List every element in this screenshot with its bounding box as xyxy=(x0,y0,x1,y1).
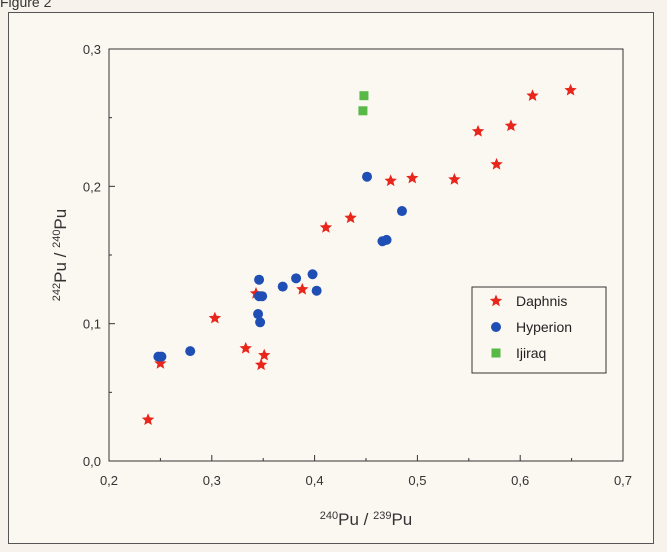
x-title-base1: Pu xyxy=(338,510,359,529)
star-point xyxy=(448,172,461,185)
circle-point xyxy=(254,274,265,285)
star-point xyxy=(526,89,539,101)
x-title-sup1: 240 xyxy=(320,510,338,522)
x-tick-labels: 0,2 0,3 0,4 0,5 0,6 0,7 xyxy=(100,473,632,488)
legend-entry-daphnis: Daphnis xyxy=(489,293,567,309)
circle-point xyxy=(311,285,322,296)
y-title-base1: Pu xyxy=(51,262,70,283)
y-axis-title: 242Pu / 240Pu xyxy=(51,209,70,301)
star-point xyxy=(471,124,485,137)
star-point xyxy=(504,119,518,132)
star-point xyxy=(406,171,419,184)
star-point xyxy=(141,413,155,426)
star-point xyxy=(319,221,333,233)
star-point xyxy=(239,341,252,354)
circle-point xyxy=(255,317,266,328)
y-tick-label: 0,1 xyxy=(83,317,101,332)
circle-point xyxy=(291,273,302,284)
star-point xyxy=(258,348,271,361)
square-point xyxy=(359,91,369,101)
star-point xyxy=(208,311,222,324)
y-tick-label: 0,2 xyxy=(83,179,101,194)
x-title-sup2: 239 xyxy=(373,510,391,522)
star-point xyxy=(490,157,503,170)
plot-area xyxy=(108,48,624,462)
x-tick-label: 0,3 xyxy=(203,473,221,488)
x-tick-label: 0,4 xyxy=(306,473,324,488)
star-point xyxy=(344,211,357,224)
legend-label: Daphnis xyxy=(516,293,567,309)
x-tick-label: 0,6 xyxy=(511,473,529,488)
series-ijiraq xyxy=(358,91,369,116)
y-title-sup2: 240 xyxy=(51,230,63,248)
data-markers xyxy=(141,83,577,426)
y-tick-label: 0,3 xyxy=(83,42,101,57)
x-title-sep: / xyxy=(359,510,373,529)
circle-point xyxy=(362,171,373,182)
circle-point xyxy=(156,351,167,362)
circle-point xyxy=(277,281,288,292)
legend-label: Ijiraq xyxy=(516,345,546,361)
legend: Daphnis Hyperion Ijiraq xyxy=(471,286,607,374)
y-title-sup1: 242 xyxy=(51,283,63,301)
star-point xyxy=(564,83,577,96)
x-axis-title: 240Pu / 239Pu xyxy=(320,510,412,529)
legend-star-marker xyxy=(489,294,503,307)
x-tick-label: 0,7 xyxy=(614,473,632,488)
x-title-base2: Pu xyxy=(391,510,412,529)
figure-caption: Figure 2 xyxy=(0,0,52,10)
y-title-sep: / xyxy=(51,248,70,262)
y-tick-labels: 0,0 0,1 0,2 0,3 xyxy=(83,42,101,469)
series-hyperion xyxy=(153,171,407,362)
square-point xyxy=(358,106,368,116)
star-point xyxy=(254,358,268,371)
legend-circle-marker xyxy=(491,322,501,332)
legend-entries: Daphnis Hyperion Ijiraq xyxy=(489,293,572,361)
circle-point xyxy=(381,234,392,245)
legend-label: Hyperion xyxy=(516,319,572,335)
legend-entry-hyperion: Hyperion xyxy=(491,319,572,335)
circle-point xyxy=(396,206,407,217)
y-title-base2: Pu xyxy=(51,209,70,230)
circle-point xyxy=(253,309,264,320)
legend-entry-ijiraq: Ijiraq xyxy=(491,345,546,361)
star-point xyxy=(154,356,167,369)
y-tick-label: 0,0 xyxy=(83,454,101,469)
series-daphnis xyxy=(141,83,577,426)
x-tick-label: 0,5 xyxy=(408,473,426,488)
legend-square-marker xyxy=(491,348,501,358)
circle-point xyxy=(185,346,196,357)
x-tick-label: 0,2 xyxy=(100,473,118,488)
circle-point xyxy=(307,269,318,280)
chart-frame xyxy=(8,12,654,544)
star-point xyxy=(384,174,397,187)
circle-point xyxy=(257,291,268,302)
star-point xyxy=(296,282,309,295)
